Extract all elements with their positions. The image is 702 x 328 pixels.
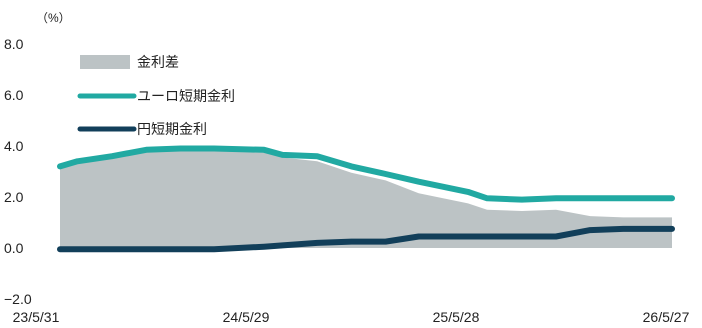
x-tick-label: 25/5/28 <box>433 309 480 325</box>
y-axis-unit: （%） <box>36 11 71 25</box>
y-tick-label: 6.0 <box>4 87 24 103</box>
x-tick-label: 26/5/27 <box>643 309 690 325</box>
y-tick-label: 4.0 <box>4 138 24 154</box>
x-tick-label: 24/5/29 <box>223 309 270 325</box>
legend-label-spread: 金利差 <box>137 54 179 70</box>
x-axis-ticks: 23/5/31 24/5/29 25/5/28 26/5/27 <box>13 309 690 325</box>
series-yen-line <box>57 225 675 253</box>
plot-area <box>57 145 675 253</box>
legend-label-yen: 円短期金利 <box>137 121 207 137</box>
series-euro-line <box>57 145 675 203</box>
legend-swatch-spread <box>80 55 130 69</box>
legend-label-euro: ユーロ短期金利 <box>137 88 235 104</box>
y-tick-label: 8.0 <box>4 36 24 52</box>
y-tick-label: −2.0 <box>4 291 32 307</box>
y-axis-ticks: 8.0 6.0 4.0 2.0 0.0 −2.0 <box>4 36 32 307</box>
x-tick-label: 23/5/31 <box>13 309 60 325</box>
y-tick-label: 2.0 <box>4 189 24 205</box>
y-tick-label: 0.0 <box>4 240 24 256</box>
series-spread-area <box>60 147 672 248</box>
